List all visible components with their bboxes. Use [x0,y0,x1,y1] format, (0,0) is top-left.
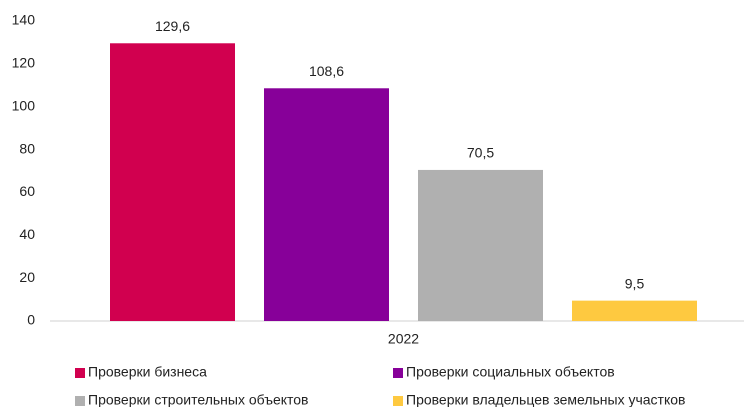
value-label: 108,6 [309,63,344,79]
legend-label: Проверки бизнеса [88,364,207,380]
legend-swatch [75,396,85,406]
value-label: 9,5 [625,275,645,291]
legend-swatch [393,368,403,378]
bar [110,43,235,322]
legend-label: Проверки владельцев земельных участков [406,392,685,407]
bar [572,300,697,321]
x-tick-label: 2022 [388,331,419,347]
y-tick-label: 80 [19,140,35,156]
legend-swatch [393,396,403,406]
y-tick-label: 140 [12,12,36,28]
value-label: 129,6 [155,18,190,34]
bar [418,169,543,321]
y-tick-label: 100 [12,97,36,113]
bar [264,88,389,322]
y-tick-label: 0 [27,312,35,328]
legend-swatch [75,368,85,378]
y-tick-label: 20 [19,269,35,285]
y-tick-label: 40 [19,226,35,242]
value-label: 70,5 [467,145,494,161]
y-tick-label: 60 [19,183,35,199]
legend-label: Проверки строительных объектов [88,392,309,407]
y-tick-label: 120 [12,55,36,71]
legend-label: Проверки социальных объектов [406,364,615,380]
